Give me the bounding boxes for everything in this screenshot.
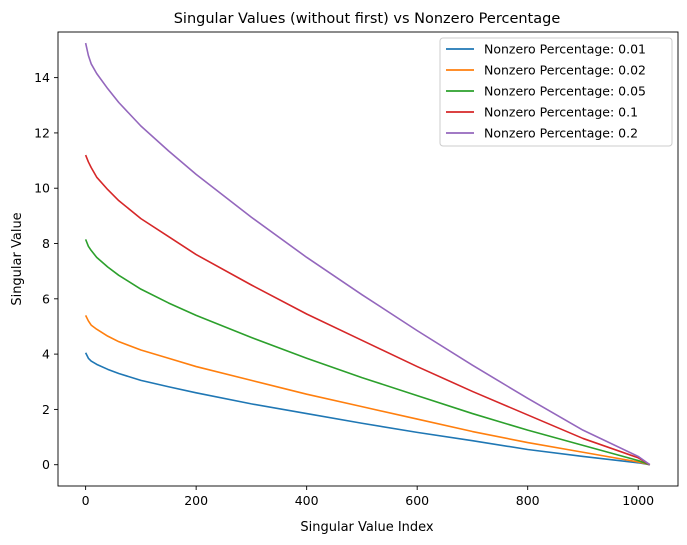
x-tick-label: 800 bbox=[516, 493, 540, 508]
x-tick-label: 1000 bbox=[622, 493, 654, 508]
plot-frame bbox=[57, 31, 679, 487]
x-axis-label: Singular Value Index bbox=[300, 520, 434, 535]
series-line-2 bbox=[84, 315, 651, 466]
y-tick-label: 4 bbox=[42, 347, 50, 362]
legend-label-4: Nonzero Percentage: 0.1 bbox=[484, 105, 638, 120]
y-axis-label: Singular Value bbox=[10, 212, 25, 305]
y-tick-label: 12 bbox=[34, 125, 50, 140]
y-tick-label: 2 bbox=[42, 402, 50, 417]
y-tick-label: 8 bbox=[42, 236, 50, 251]
y-tick-label: 14 bbox=[34, 70, 50, 85]
y-tick-label: 10 bbox=[34, 181, 50, 196]
y-axis-ticks: 0 2 4 6 8 10 12 14 bbox=[34, 70, 58, 472]
y-tick-label: 6 bbox=[42, 291, 50, 306]
legend-box bbox=[439, 37, 673, 147]
x-tick-label: 0 bbox=[82, 493, 90, 508]
series-line-4 bbox=[84, 154, 651, 466]
legend-label-1: Nonzero Percentage: 0.01 bbox=[484, 42, 646, 57]
legend-label-2: Nonzero Percentage: 0.02 bbox=[484, 63, 646, 78]
x-tick-label: 400 bbox=[295, 493, 319, 508]
series-line-3 bbox=[84, 239, 651, 466]
series-lines bbox=[84, 42, 651, 466]
series-line-1 bbox=[84, 352, 650, 466]
legend: Nonzero Percentage: 0.01 Nonzero Percenta… bbox=[439, 37, 673, 147]
x-axis-ticks: 0 200 400 600 800 1000 bbox=[82, 486, 654, 508]
legend-label-5: Nonzero Percentage: 0.2 bbox=[484, 126, 638, 141]
legend-label-3: Nonzero Percentage: 0.05 bbox=[484, 84, 646, 99]
x-tick-label: 600 bbox=[405, 493, 429, 508]
chart-title: Singular Values (without first) vs Nonze… bbox=[174, 11, 561, 27]
x-tick-label: 200 bbox=[184, 493, 208, 508]
y-tick-label: 0 bbox=[42, 457, 50, 472]
series-line-5 bbox=[84, 42, 651, 466]
